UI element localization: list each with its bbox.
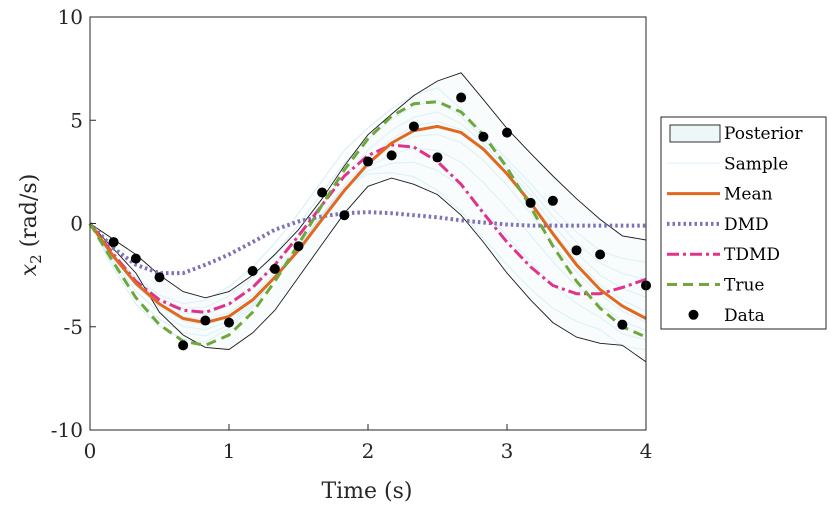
y-tick-label: 10 bbox=[58, 5, 83, 29]
data-point bbox=[200, 315, 211, 326]
data-point bbox=[130, 253, 141, 264]
sample-line bbox=[89, 111, 647, 315]
series-line-dmd bbox=[88, 210, 646, 276]
data-point bbox=[154, 272, 165, 283]
y-ticks: 10 5 0 -5 -10 bbox=[51, 5, 96, 442]
y-axis-label: x2 (rad/s) bbox=[17, 174, 45, 277]
x-ticks: 0 1 2 3 4 bbox=[84, 424, 653, 463]
legend-box bbox=[660, 116, 827, 330]
data-point bbox=[456, 92, 467, 103]
y-axis-subscript: 2 bbox=[27, 254, 45, 264]
y-tick-label: -10 bbox=[51, 418, 83, 442]
data-point bbox=[478, 131, 489, 142]
legend: Posterior Sample Mean DMD TDMD True Data bbox=[660, 116, 827, 330]
data-point bbox=[339, 210, 350, 221]
legend-label-posterior: Posterior bbox=[724, 124, 803, 144]
x-tick-label: 2 bbox=[362, 439, 375, 463]
legend-label-dmd: DMD bbox=[724, 215, 769, 235]
y-axis-space bbox=[17, 247, 42, 254]
legend-label-tdmd: TDMD bbox=[724, 245, 780, 265]
posterior-fill bbox=[90, 72, 646, 362]
data-point bbox=[108, 237, 119, 248]
legend-swatch-posterior bbox=[669, 124, 721, 143]
legend-swatch-data bbox=[688, 309, 699, 320]
data-point bbox=[224, 317, 234, 328]
data-point bbox=[293, 241, 304, 252]
data-point bbox=[432, 152, 443, 163]
legend-label-data: Data bbox=[724, 306, 765, 326]
data-point bbox=[525, 197, 536, 208]
data-point bbox=[595, 249, 606, 260]
data-point bbox=[571, 245, 582, 256]
posterior-band bbox=[89, 72, 647, 363]
data-points bbox=[108, 92, 651, 351]
data-point bbox=[502, 127, 512, 138]
y-tick-label: 0 bbox=[70, 212, 83, 236]
data-point bbox=[408, 121, 419, 132]
data-point bbox=[269, 263, 280, 274]
data-point bbox=[386, 150, 397, 161]
data-point bbox=[317, 187, 328, 198]
data-point bbox=[363, 156, 373, 167]
posterior-lower-edge bbox=[89, 177, 647, 363]
y-axis-unit: (rad/s) bbox=[17, 174, 42, 248]
legend-label-true: True bbox=[724, 276, 764, 296]
x-tick-label: 1 bbox=[223, 439, 236, 463]
sample-line bbox=[89, 147, 647, 331]
data-point bbox=[247, 265, 258, 276]
sample-line bbox=[89, 172, 647, 351]
data-point bbox=[617, 319, 628, 330]
x-tick-label: 0 bbox=[84, 439, 97, 463]
posterior-upper-edge bbox=[89, 72, 647, 299]
data-point bbox=[178, 340, 189, 351]
series-line-tdmd bbox=[88, 143, 647, 314]
y-axis-symbol: x bbox=[17, 263, 42, 276]
legend-label-sample: Sample bbox=[724, 154, 788, 174]
x-tick-label: 3 bbox=[501, 439, 514, 463]
x-tick-label: 4 bbox=[640, 439, 653, 463]
data-point bbox=[547, 195, 558, 206]
y-tick-label: 5 bbox=[70, 108, 83, 132]
x-axis-label: Time (s) bbox=[321, 479, 412, 504]
sample-line bbox=[89, 87, 647, 305]
legend-label-mean: Mean bbox=[724, 185, 773, 205]
y-tick-label: -5 bbox=[64, 315, 83, 339]
